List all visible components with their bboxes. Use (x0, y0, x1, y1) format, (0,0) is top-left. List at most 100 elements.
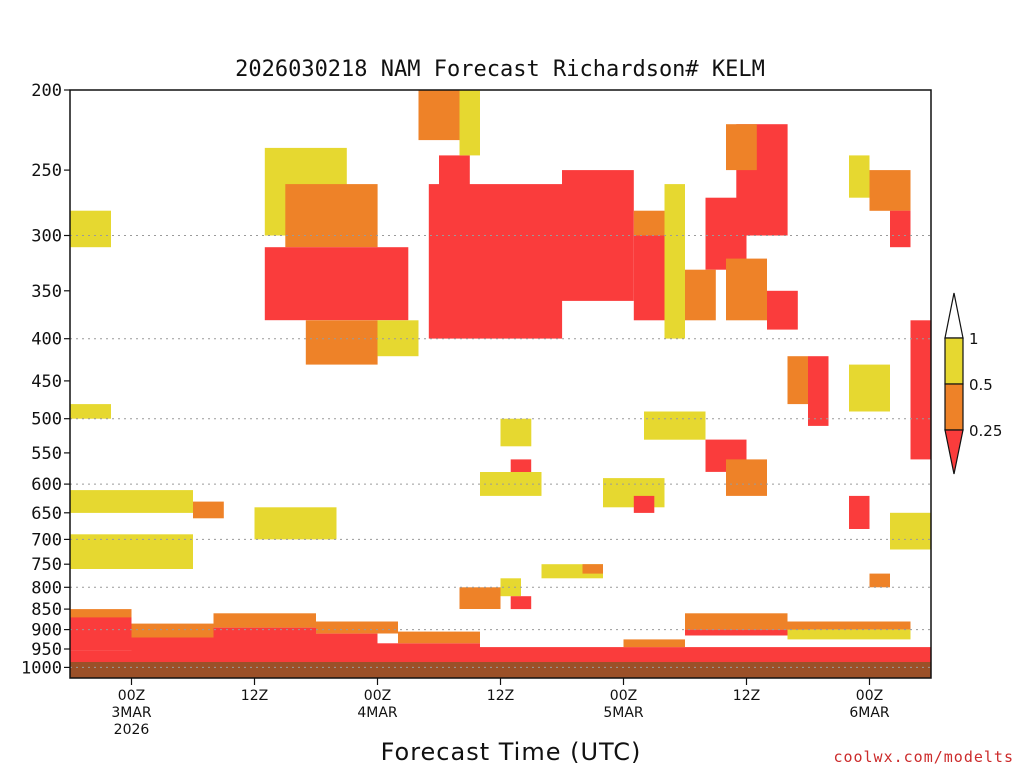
ri-cell-low (633, 495, 655, 513)
y-tick-label: 200 (31, 81, 62, 101)
colorbar: 1 0.5 0.25 (944, 292, 1002, 475)
ri-cell-weak (377, 320, 419, 357)
ri-cell-mod (70, 609, 132, 618)
ri-cell-low (428, 184, 563, 339)
colorbar-label-0-25: 0.25 (969, 422, 1002, 440)
x-tick-label: 00Z (118, 688, 145, 704)
credit-text: coolwx.com/modelts (833, 748, 1014, 766)
ri-cell-mod (726, 621, 911, 630)
ri-cell-mod (418, 90, 460, 141)
y-tick-label: 700 (31, 530, 62, 550)
y-tick-label: 300 (31, 227, 62, 247)
ri-cell-mod (459, 587, 501, 609)
ri-cell-low (767, 290, 798, 330)
ri-cell-mod (623, 639, 685, 648)
x-tick-label: 2026 (114, 722, 150, 738)
ri-cell-low (510, 596, 532, 610)
ri-cell-mod (285, 184, 378, 248)
ri-cell-low (439, 155, 470, 198)
x-tick-label: 00Z (364, 688, 391, 704)
ri-cell-mod (869, 573, 890, 588)
ri-cell-low (849, 495, 870, 529)
ri-cell-weak (254, 507, 337, 540)
y-tick-label: 350 (31, 282, 62, 302)
y-tick-label: 250 (31, 161, 62, 181)
ri-cell-mod (726, 124, 757, 171)
y-axis: 200 250 300 350 400 450 500 550 600 650 700 750 8008… (21, 81, 70, 678)
colorbar-label-1: 1 (969, 330, 979, 348)
ri-cell-low (808, 356, 829, 426)
ri-cell-mod (131, 623, 214, 638)
ri-cell-mod (685, 269, 716, 321)
y-tick-label: 750 (31, 555, 62, 575)
x-tick-label: 4MAR (357, 705, 398, 721)
ri-cell-mod (582, 564, 603, 574)
colorbar-bottom-arrow (944, 429, 964, 475)
x-tick-label: 12Z (733, 688, 760, 704)
ri-cell-weak (500, 578, 521, 597)
ri-cell-low (70, 650, 931, 662)
ri-cell-low (131, 637, 214, 653)
chart-title: 2026030218 NAM Forecast Richardson# KELM (235, 57, 765, 82)
ri-cells (70, 90, 931, 662)
ri-cell-low (890, 210, 911, 248)
ri-cell-low (377, 643, 480, 653)
ri-cell-low (562, 170, 634, 301)
x-tick-label: 12Z (487, 688, 514, 704)
ri-cell-mod (869, 170, 911, 211)
ri-cell-weak (849, 364, 890, 412)
ri-cell-mod (213, 613, 316, 628)
ri-cell-weak (603, 478, 665, 508)
ri-cell-weak (70, 534, 193, 569)
ri-cell-low (480, 647, 931, 653)
ri-cell-mod (305, 320, 378, 365)
y-tick-label: 400 (31, 330, 62, 350)
ri-cell-low (264, 247, 409, 321)
ri-cell-weak (644, 411, 706, 440)
y-tick-label: 600 (31, 475, 62, 495)
y-tick-label: 800 (31, 578, 62, 598)
x-tick-label: 6MAR (849, 705, 890, 721)
y-tick-label: 850 (31, 600, 62, 620)
ri-cell-weak (787, 629, 911, 640)
ri-cell-low (633, 235, 665, 321)
ri-cell-mod (193, 501, 224, 519)
ri-cell-weak (849, 155, 870, 198)
x-tick-label: 5MAR (603, 705, 644, 721)
x-tick-label: 3MAR (111, 705, 152, 721)
ri-cell-low (213, 627, 316, 653)
ri-cell-low (685, 629, 808, 636)
ri-cell-weak (480, 472, 542, 496)
ri-cell-low (316, 633, 378, 653)
y-tick-label: 900 (31, 621, 62, 641)
ri-cell-weak (890, 512, 931, 550)
ri-cell-mod (316, 621, 398, 634)
ri-cell-weak (459, 90, 480, 156)
colorbar-bin-moderate (944, 383, 964, 431)
y-tick-label: 450 (31, 372, 62, 392)
x-tick-label: 00Z (856, 688, 883, 704)
ri-cell-mod (787, 356, 808, 405)
ri-cell-mod (726, 258, 767, 321)
ri-cell-weak (664, 184, 685, 339)
x-tick-label: 12Z (241, 688, 268, 704)
y-tick-label: 550 (31, 444, 62, 464)
y-tick-label: 650 (31, 504, 62, 524)
x-axis-label: Forecast Time (UTC) (381, 738, 642, 766)
below-ground-shading (70, 662, 931, 678)
y-tick-label: 950 (31, 640, 62, 660)
ri-cell-weak (70, 404, 111, 419)
ri-cell-mod (726, 459, 767, 496)
ri-cell-low (510, 459, 532, 472)
ri-cell-low (910, 320, 931, 460)
y-tick-label: 1000 (21, 658, 62, 678)
y-tick-label: 500 (31, 410, 62, 430)
ri-cell-weak (70, 490, 193, 513)
plot-area (70, 90, 931, 678)
colorbar-top-arrow (944, 292, 964, 339)
x-tick-label: 00Z (610, 688, 637, 704)
ri-cell-weak (70, 210, 111, 248)
colorbar-label-0-5: 0.5 (969, 376, 993, 394)
